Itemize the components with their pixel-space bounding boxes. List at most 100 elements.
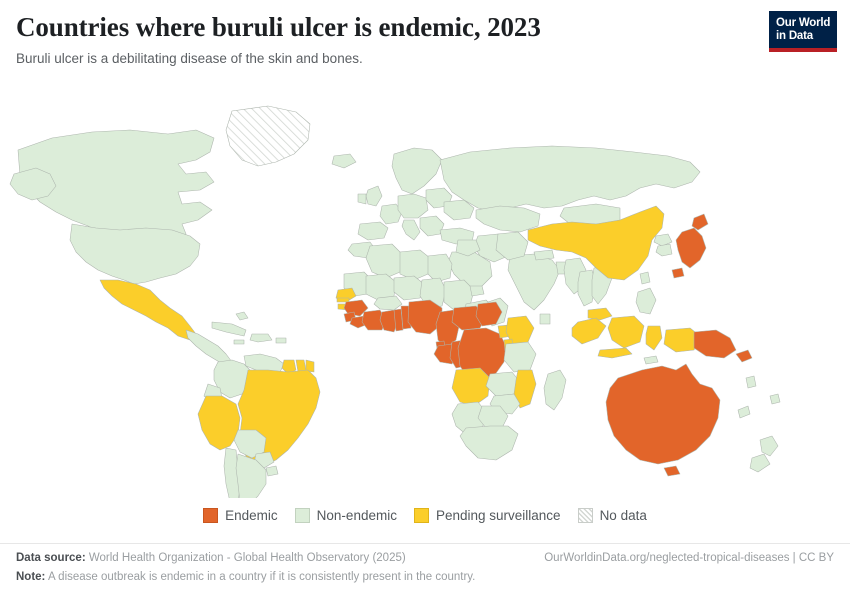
page-subtitle: Buruli ulcer is a debilitating disease o… xyxy=(16,51,363,67)
country-taiwan[interactable] xyxy=(640,272,650,284)
country-libya[interactable] xyxy=(400,250,430,280)
country-hispaniola[interactable] xyxy=(250,334,272,342)
country-algeria[interactable] xyxy=(366,244,402,278)
our-world-in-data-logo[interactable]: Our World in Data xyxy=(769,11,837,52)
country-indonesia-sulawesi[interactable] xyxy=(646,326,662,350)
world-choropleth-map[interactable] xyxy=(0,78,850,498)
footer-note-label: Note: xyxy=(16,570,46,583)
country-papua-new-guinea[interactable] xyxy=(694,330,736,358)
country-north-korea[interactable] xyxy=(654,234,672,246)
country-eritrea-djibouti[interactable] xyxy=(470,286,484,296)
country-guatemala-central-america[interactable] xyxy=(186,330,232,366)
country-australia[interactable] xyxy=(606,364,720,476)
country-chile[interactable] xyxy=(224,448,240,498)
country-madagascar[interactable] xyxy=(544,370,566,410)
country-fiji[interactable] xyxy=(770,394,780,404)
legend-swatch-pending-surveillance xyxy=(413,508,429,523)
country-argentina[interactable] xyxy=(236,454,266,498)
country-niger[interactable] xyxy=(394,276,424,300)
footer-source-text: World Health Organization - Global Healt… xyxy=(88,552,406,564)
country-peru[interactable] xyxy=(198,396,240,450)
country-nepal-bhutan[interactable] xyxy=(534,250,554,260)
country-united-states[interactable] xyxy=(70,224,200,284)
country-iceland[interactable] xyxy=(332,154,356,168)
country-french-guiana[interactable] xyxy=(306,360,314,372)
country-bahamas[interactable] xyxy=(236,312,248,320)
legend-label-endemic: Endemic xyxy=(225,507,278,523)
country-japan[interactable] xyxy=(672,214,708,278)
country-timor[interactable] xyxy=(644,356,658,364)
country-spain-portugal[interactable] xyxy=(358,222,388,240)
country-malaysia[interactable] xyxy=(588,308,612,320)
country-new-caledonia[interactable] xyxy=(738,406,750,418)
country-togo[interactable] xyxy=(394,309,403,331)
country-vanuatu[interactable] xyxy=(746,376,756,388)
country-guinea[interactable] xyxy=(344,300,368,316)
country-kazakhstan[interactable] xyxy=(476,206,540,232)
footer-link[interactable]: OurWorldinData.org/neglected-tropical-di… xyxy=(544,552,834,564)
country-solomon-islands[interactable] xyxy=(736,350,752,362)
country-mexico[interactable] xyxy=(100,280,196,340)
country-indonesia-sumatra[interactable] xyxy=(572,318,606,344)
country-south-sudan[interactable] xyxy=(476,302,502,326)
page-title: Countries where buruli ulcer is endemic,… xyxy=(16,12,541,42)
legend-label-non-endemic: Non-endemic xyxy=(316,507,397,523)
country-tanzania[interactable] xyxy=(504,342,536,372)
country-indonesia-java[interactable] xyxy=(598,348,632,358)
country-thailand[interactable] xyxy=(578,270,596,306)
country-pakistan-afghanistan[interactable] xyxy=(496,232,528,260)
country-uruguay[interactable] xyxy=(266,466,278,476)
logo-line-1: Our World xyxy=(776,17,831,29)
country-angola[interactable] xyxy=(452,368,490,406)
country-philippines[interactable] xyxy=(636,288,656,314)
country-puerto-rico[interactable] xyxy=(276,338,286,343)
country-greenland[interactable] xyxy=(226,106,310,166)
country-indonesia-papua-west[interactable] xyxy=(664,328,700,352)
country-alaska[interactable] xyxy=(10,168,56,200)
country-germany-central-europe[interactable] xyxy=(398,194,428,218)
legend-label-no-data: No data xyxy=(599,507,647,523)
logo-line-2: in Data xyxy=(776,29,813,42)
country-italy[interactable] xyxy=(402,220,420,240)
country-mozambique[interactable] xyxy=(514,370,536,408)
footer-source-row: Data source: World Health Organization -… xyxy=(16,550,834,568)
country-new-zealand[interactable] xyxy=(750,436,778,472)
chart-header: Countries where buruli ulcer is endemic,… xyxy=(0,0,850,68)
footer-source-label: Data source: xyxy=(16,552,86,564)
country-south-africa[interactable] xyxy=(460,426,518,460)
country-jamaica[interactable] xyxy=(234,340,244,344)
legend-swatch-endemic xyxy=(203,508,219,523)
country-indonesia-borneo[interactable] xyxy=(608,316,644,348)
country-iraq-syria[interactable] xyxy=(456,240,480,256)
footer-note-row: Note: A disease outbreak is endemic in a… xyxy=(16,569,834,587)
country-united-kingdom[interactable] xyxy=(366,186,382,206)
country-russia[interactable] xyxy=(440,146,700,212)
legend-item-no-data[interactable]: No data xyxy=(577,507,647,523)
country-nigeria[interactable] xyxy=(408,300,442,334)
country-canada[interactable] xyxy=(18,130,214,242)
country-cote-divoire[interactable] xyxy=(362,310,386,330)
country-china[interactable] xyxy=(528,206,664,280)
legend-item-pending-surveillance[interactable]: Pending surveillance xyxy=(413,507,561,523)
country-ireland[interactable] xyxy=(358,194,366,204)
country-cuba[interactable] xyxy=(212,322,246,336)
legend-item-endemic[interactable]: Endemic xyxy=(203,508,278,523)
country-balkans[interactable] xyxy=(420,216,444,236)
world-map-container[interactable] xyxy=(0,78,850,498)
country-sri-lanka[interactable] xyxy=(540,314,550,324)
map-legend: Endemic Non-endemic Pending surveillance… xyxy=(0,508,850,523)
country-burkina-faso[interactable] xyxy=(374,296,402,310)
country-egypt[interactable] xyxy=(428,254,452,282)
country-france[interactable] xyxy=(380,204,402,224)
footer-note-text: A disease outbreak is endemic in a count… xyxy=(47,570,476,583)
country-gambia[interactable] xyxy=(337,298,349,302)
legend-label-pending-surveillance: Pending surveillance xyxy=(435,507,561,523)
legend-swatch-no-data xyxy=(577,508,593,523)
country-norway-sweden-finland[interactable] xyxy=(392,148,442,194)
legend-item-non-endemic[interactable]: Non-endemic xyxy=(294,507,397,523)
legend-swatch-non-endemic xyxy=(294,508,310,523)
country-india[interactable] xyxy=(508,254,560,310)
country-south-korea[interactable] xyxy=(656,244,672,256)
country-mali[interactable] xyxy=(366,274,396,300)
chart-footer: Data source: World Health Organization -… xyxy=(0,543,850,587)
